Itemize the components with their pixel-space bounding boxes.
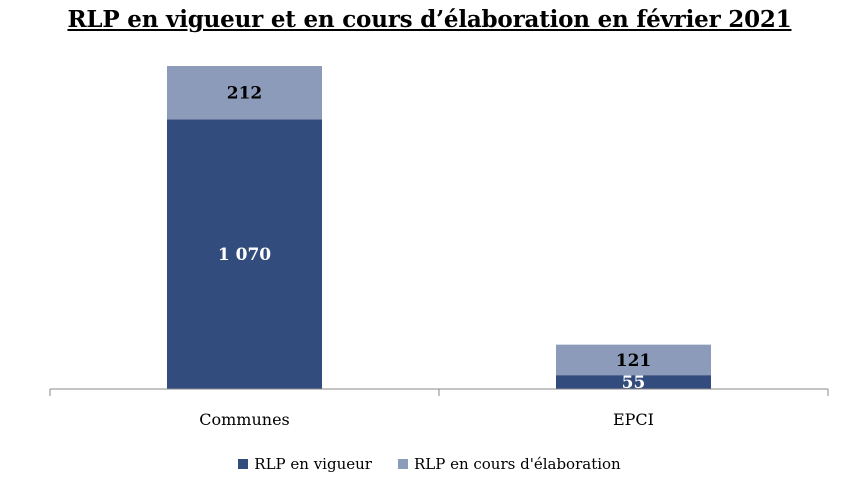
legend: RLP en vigueur RLP en cours d'élaboratio… bbox=[0, 455, 859, 473]
data-label-communes-series-0: 1 070 bbox=[218, 245, 271, 265]
bar-epci-series-1 bbox=[556, 344, 711, 376]
chart-title: RLP en vigueur et en cours d’élaboration… bbox=[67, 6, 792, 33]
legend-label-elaboration: RLP en cours d'élaboration bbox=[413, 455, 621, 473]
legend-swatch-vigueur bbox=[238, 459, 249, 469]
category-label-epci: EPCI bbox=[613, 410, 654, 429]
legend-item-vigueur: RLP en vigueur bbox=[238, 455, 372, 473]
category-label-communes: Communes bbox=[199, 410, 290, 429]
legend-item-elaboration: RLP en cours d'élaboration bbox=[397, 455, 621, 473]
bar-epci-series-0 bbox=[556, 375, 711, 389]
data-label-epci-series-1: 121 bbox=[616, 351, 652, 371]
data-label-epci-series-0: 55 bbox=[622, 373, 646, 393]
data-label-communes-series-1: 212 bbox=[227, 84, 263, 104]
legend-swatch-elaboration bbox=[397, 459, 408, 469]
bar-communes-series-1 bbox=[167, 66, 322, 120]
legend-label-vigueur: RLP en vigueur bbox=[254, 455, 372, 473]
bar-communes-series-0 bbox=[167, 119, 322, 389]
